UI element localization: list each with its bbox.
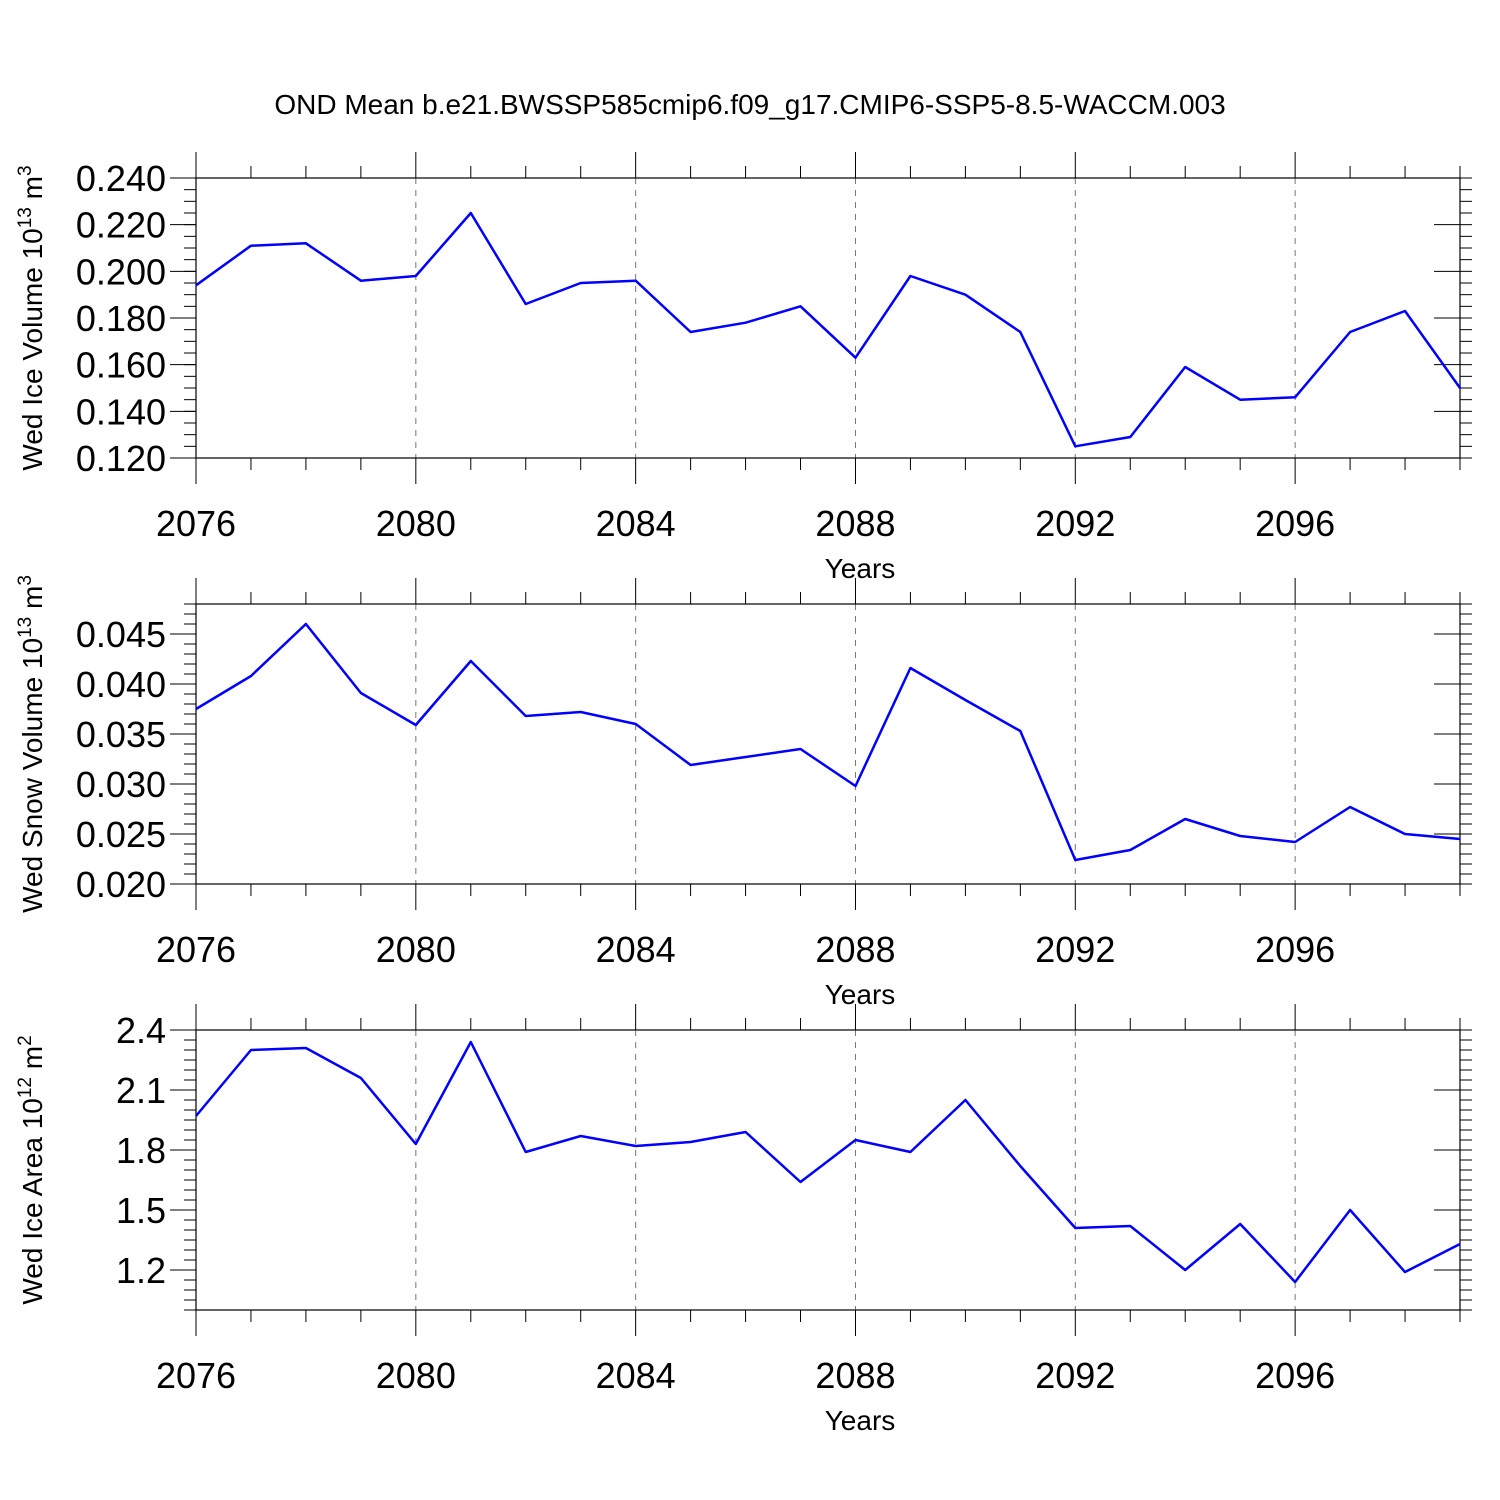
chart-panel-3: 1.2 1.5 1.8 2.1 2.4 2076 2080 2084 2088 2092 2096 Y… — [15, 1004, 1472, 1436]
chart-panel-2: 0.020 0.025 0.030 0.035 0.040 0.045 2076 2080 20… — [15, 575, 1472, 1010]
y-tick-label: 0.020 — [76, 864, 166, 905]
y-axis-label: Wed Ice Volume 1013 m3 — [15, 165, 48, 470]
plot-frame — [195, 603, 1461, 885]
y-tick-label: 0.040 — [76, 664, 166, 705]
x-tick-label: 2092 — [1035, 929, 1115, 970]
y-tick-label: 1.8 — [116, 1130, 166, 1171]
x-tick-label: 2080 — [376, 929, 456, 970]
x-tick-label: 2084 — [596, 1355, 676, 1396]
y-tick-label: 0.220 — [76, 205, 166, 246]
x-tick-label: 2096 — [1255, 503, 1335, 544]
x-tick-label: 2076 — [156, 929, 236, 970]
plot-frame — [195, 1029, 1461, 1311]
y-tick-label: 0.240 — [76, 158, 166, 199]
y-axis-label: Wed Ice Area 1012 m2 — [15, 1035, 48, 1304]
x-tick-label: 2084 — [596, 929, 676, 970]
x-tick-label: 2088 — [815, 503, 895, 544]
chart-panel-1: 0.120 0.140 0.160 0.180 0.200 0.220 0.240 2076 2… — [15, 152, 1472, 584]
y-tick-label: 2.1 — [116, 1070, 166, 1111]
y-tick-label: 0.025 — [76, 814, 166, 855]
x-tick-label: 2096 — [1255, 1355, 1335, 1396]
x-tick-label: 2092 — [1035, 503, 1115, 544]
y-axis-label: Wed Snow Volume 1013 m3 — [15, 575, 48, 913]
y-tick-label: 0.045 — [76, 614, 166, 655]
x-tick-label: 2088 — [815, 1355, 895, 1396]
y-tick-label: 0.160 — [76, 345, 166, 386]
x-axis-label: Years — [825, 553, 896, 584]
series-line — [195, 622, 1461, 862]
y-tick-label: 0.035 — [76, 714, 166, 755]
x-tick-label: 2084 — [596, 503, 676, 544]
y-tick-label: 1.2 — [116, 1250, 166, 1291]
y-tick-label: 0.030 — [76, 764, 166, 805]
x-tick-label: 2076 — [156, 1355, 236, 1396]
series-line — [195, 1040, 1461, 1284]
y-tick-label: 0.180 — [76, 298, 166, 339]
x-tick-label: 2096 — [1255, 929, 1335, 970]
y-tick-label: 2.4 — [116, 1010, 166, 1051]
y-tick-label: 1.5 — [116, 1190, 166, 1231]
y-tick-label: 0.140 — [76, 391, 166, 432]
x-axis-label: Years — [825, 1405, 896, 1436]
x-tick-label: 2088 — [815, 929, 895, 970]
chart-panels: 0.120 0.140 0.160 0.180 0.200 0.220 0.240 2076 2… — [15, 152, 1472, 1436]
x-tick-label: 2080 — [376, 503, 456, 544]
plot-frame — [195, 177, 1461, 459]
figure-title: OND Mean b.e21.BWSSP585cmip6.f09_g17.CMI… — [274, 89, 1225, 120]
y-tick-label: 0.200 — [76, 251, 166, 292]
x-axis-label: Years — [825, 979, 896, 1010]
series-line — [195, 211, 1462, 448]
x-tick-label: 2092 — [1035, 1355, 1115, 1396]
x-tick-label: 2076 — [156, 503, 236, 544]
y-tick-label: 0.120 — [76, 438, 166, 479]
x-tick-label: 2080 — [376, 1355, 456, 1396]
